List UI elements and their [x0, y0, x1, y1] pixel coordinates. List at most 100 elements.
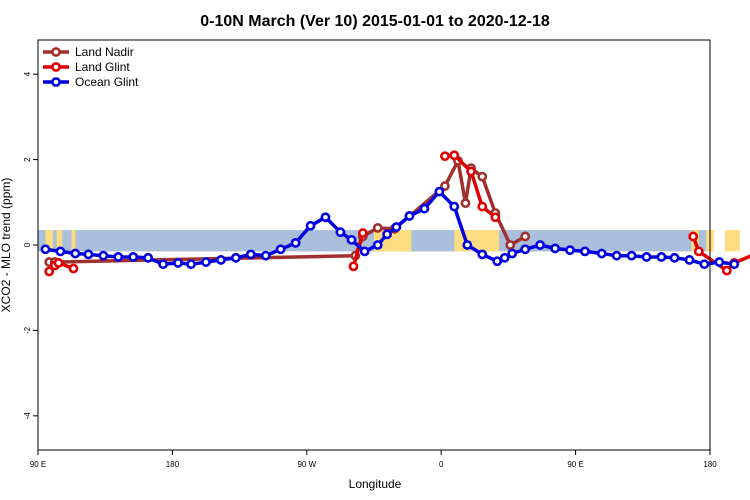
data-point — [372, 223, 383, 233]
x-axis-label: Longitude — [349, 477, 402, 491]
data-point — [83, 249, 94, 260]
data-point — [346, 234, 357, 245]
x-tick-label: 90 E — [30, 460, 46, 469]
data-point — [477, 171, 488, 182]
data-point — [477, 249, 488, 260]
axes: -4 -2 0 2 4 90 E 180 90 W 0 90 E 180 — [23, 71, 717, 469]
data-point — [305, 220, 316, 231]
data-point — [460, 198, 471, 209]
data-point — [477, 201, 488, 212]
data-point — [40, 244, 51, 255]
data-point — [68, 263, 79, 274]
x-tick-label: 180 — [703, 460, 717, 469]
y-tick-label: -4 — [23, 412, 32, 420]
y-tick-label: 2 — [23, 157, 32, 162]
data-point — [669, 252, 680, 263]
data-point — [290, 237, 301, 248]
legend-label: Land Nadir — [75, 45, 134, 59]
land-patch — [56, 230, 63, 252]
data-point — [113, 252, 124, 262]
data-point — [98, 250, 109, 261]
data-point — [201, 257, 211, 267]
data-point — [580, 246, 590, 257]
data-point — [70, 248, 81, 259]
data-point — [335, 227, 346, 238]
data-point — [499, 252, 510, 263]
data-point — [44, 266, 55, 277]
legend-label: Ocean Glint — [75, 75, 139, 89]
y-tick-label: 0 — [23, 242, 32, 247]
data-point — [53, 258, 64, 268]
data-point — [404, 211, 415, 221]
series-land-glint — [44, 150, 750, 277]
series-ocean-glint — [40, 186, 740, 270]
data-point — [173, 258, 183, 268]
data-point — [626, 250, 637, 261]
data-point — [693, 246, 704, 257]
data-point — [434, 186, 445, 197]
data-point — [490, 212, 501, 223]
data-point — [357, 228, 368, 238]
data-point — [535, 240, 546, 250]
data-point — [245, 249, 256, 260]
data-point — [721, 265, 732, 276]
data-point — [492, 256, 503, 267]
data-point — [348, 261, 359, 272]
data-point — [391, 222, 402, 232]
data-point — [466, 166, 476, 177]
legend-swatch-marker — [51, 62, 61, 72]
data-point — [359, 246, 370, 257]
data-point — [449, 150, 460, 161]
legend-swatch-marker — [51, 77, 61, 87]
data-point — [699, 259, 710, 270]
legend-label: Land Glint — [75, 60, 130, 74]
data-point — [275, 244, 286, 255]
series-line — [351, 232, 365, 267]
data-point — [440, 151, 450, 162]
data-point — [565, 245, 575, 256]
x-tick-label: 0 — [439, 460, 444, 469]
land-patch — [454, 230, 464, 252]
data-point — [688, 231, 699, 242]
land-patch — [71, 230, 76, 252]
data-point — [55, 246, 66, 257]
data-point — [260, 250, 271, 261]
data-point — [684, 255, 695, 265]
data-point — [505, 240, 516, 250]
data-point — [641, 252, 652, 262]
data-point — [382, 229, 392, 240]
x-tick-label: 180 — [166, 460, 180, 469]
data-point — [520, 244, 531, 255]
data-layer — [40, 150, 750, 277]
data-point — [550, 243, 560, 254]
data-point — [372, 240, 383, 250]
data-point — [143, 252, 154, 263]
data-point — [656, 252, 667, 262]
data-point — [611, 250, 622, 261]
data-point — [520, 231, 531, 242]
data-point — [128, 252, 139, 262]
data-point — [419, 203, 430, 214]
data-point — [158, 259, 168, 270]
data-point — [440, 181, 450, 191]
chart-title: 0-10N March (Ver 10) 2015-01-01 to 2020-… — [200, 13, 550, 30]
data-point — [714, 257, 725, 267]
data-point — [449, 201, 460, 212]
land-patch — [724, 230, 740, 252]
legend-swatch-marker — [51, 47, 61, 57]
data-point — [230, 252, 241, 263]
x-tick-label: 90 E — [567, 460, 583, 469]
y-tick-label: 4 — [23, 71, 32, 76]
data-point — [596, 248, 607, 259]
data-point — [507, 248, 518, 259]
land-patch — [45, 230, 53, 252]
data-point — [729, 259, 740, 270]
y-tick-label: -2 — [23, 326, 32, 334]
data-point — [462, 240, 473, 250]
data-point — [186, 259, 196, 270]
data-point — [216, 255, 226, 265]
y-axis-label: XCO2 - MLO trend (ppm) — [0, 178, 13, 313]
x-tick-label: 90 W — [297, 460, 316, 469]
